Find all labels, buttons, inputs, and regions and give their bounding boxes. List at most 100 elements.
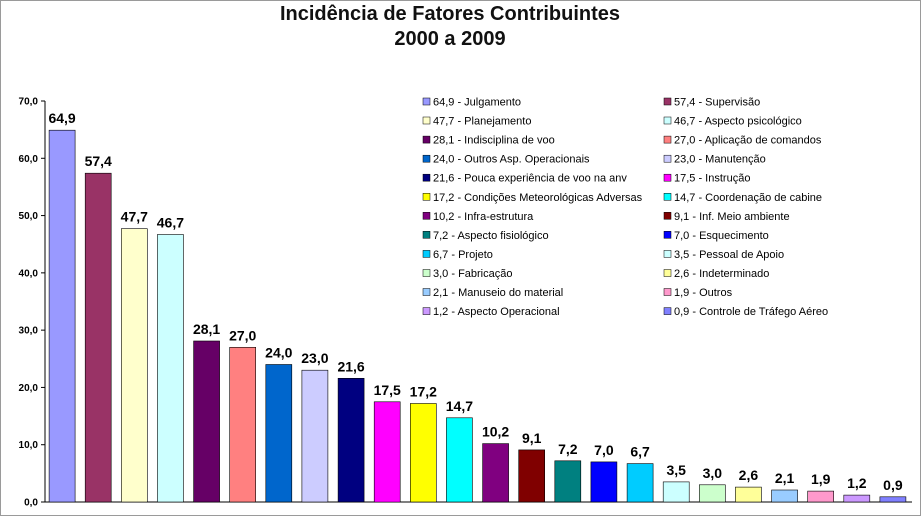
legend-entry: 9,1 - Inf. Meio ambiente [674,211,790,223]
legend-entry: 0,9 - Controle de Tráfego Aéreo [674,306,828,318]
data-label: 3,0 [703,465,723,481]
chart-title-line: Incidência de Fatores Contribuintes [279,3,621,25]
legend-swatch [663,154,672,163]
legend-entry: 28,1 - Indisciplina de voo [433,135,555,147]
data-label: 2,1 [775,470,795,486]
y-tick-label: 0,0 [24,498,38,509]
bar [337,377,365,503]
data-label: 7,2 [558,441,578,457]
legend-swatch [663,97,672,106]
bar [735,486,762,503]
legend-entry: 23,0 - Manutenção [674,154,766,166]
y-tick-label: 60,0 [19,154,39,165]
bar [409,403,437,503]
chart-title: Incidência de Fatores Contribuintes 2000… [0,2,900,52]
legend-swatch [663,135,672,144]
bar [301,369,329,503]
legend-swatch [422,173,431,182]
bar-series: 64,9 57,4 47,7 46,7 28,1 27,0 24,0 23,0 21,6 17,5… [48,110,907,503]
data-label: 1,9 [811,471,831,487]
bar [626,463,654,503]
bar [518,449,546,503]
legend-swatch [663,231,672,239]
legend-swatch [422,269,431,277]
y-tick-label: 70,0 [19,97,39,108]
legend-entry: 21,6 - Pouca experiência de voo na anv [433,173,627,185]
data-label: 10,2 [482,424,509,440]
legend-entry: 17,2 - Condições Meteorológicas Adversas [433,192,643,204]
data-label: 17,5 [374,382,401,398]
legend-swatch [422,97,431,106]
legend-swatch [422,116,431,125]
legend-entry: 14,7 - Coordenação de cabine [674,192,822,204]
bar [590,461,618,503]
data-label: 1,2 [847,475,867,491]
legend-swatch [663,250,672,258]
legend-swatch [663,288,672,296]
data-label: 64,9 [48,110,75,126]
legend-entry: 3,0 - Fabricação [433,268,512,280]
legend-entry: 46,7 - Aspecto psicológico [674,116,802,128]
data-label: 27,0 [229,327,256,343]
legend-entry: 17,5 - Instrução [674,173,750,185]
data-label: 47,7 [121,209,148,225]
legend-swatch [422,193,431,201]
data-label: 7,0 [594,442,614,458]
bar [446,417,473,503]
y-tick-label: 10,0 [19,440,39,451]
data-label: 21,6 [337,358,364,374]
legend-entry: 64,9 - Julgamento [433,97,521,109]
chart-subtitle-line: 2000 a 2009 [394,28,506,50]
legend-entry: 7,0 - Esquecimento [674,230,769,242]
legend: 64,9 - Julgamento 57,4 - Supervisão 47,7 -… [422,97,828,318]
bar [121,228,148,503]
bar [229,346,256,503]
legend-entry: 1,9 - Outros [674,287,733,299]
legend-entry: 47,7 - Planejamento [433,116,531,128]
data-label: 2,6 [739,467,759,483]
legend-swatch [663,212,672,220]
data-label: 0,9 [883,477,903,493]
bar [48,129,76,503]
legend-swatch [422,231,431,239]
y-axis: 0,0 10,0 20,0 30,0 40,0 50,0 60,0 70,0 [19,97,912,509]
bar [843,494,871,503]
bar [662,481,690,503]
y-tick-label: 50,0 [19,211,39,222]
bar [84,172,112,503]
data-label: 46,7 [157,215,184,231]
bar [698,484,726,503]
y-tick-label: 30,0 [19,326,39,337]
data-label: 23,0 [301,350,328,366]
y-tick-label: 40,0 [19,268,39,279]
data-label: 24,0 [265,345,292,361]
data-label: 6,7 [630,444,650,460]
legend-swatch [422,250,431,258]
legend-swatch [663,269,672,277]
legend-entry: 6,7 - Projeto [433,249,493,261]
data-label: 28,1 [193,321,220,337]
legend-swatch [422,135,431,144]
legend-entry: 1,2 - Aspecto Operacional [433,306,560,318]
y-tick-label: 20,0 [19,383,39,394]
data-label: 9,1 [522,430,542,446]
legend-entry: 24,0 - Outros Asp. Operacionais [433,154,590,166]
legend-entry: 2,6 - Indeterminado [674,268,769,280]
bar [157,234,184,503]
bar [879,496,907,503]
legend-entry: 27,0 - Aplicação de comandos [674,135,822,147]
bar [771,489,798,503]
legend-swatch [422,307,431,315]
bar [373,401,401,503]
legend-entry: 10,2 - Infra-estrutura [433,211,534,223]
legend-entry: 57,4 - Supervisão [674,97,760,109]
legend-entry: 2,1 - Manuseio do material [433,287,563,299]
data-label: 57,4 [85,153,112,169]
bar [554,460,582,503]
legend-swatch [663,307,672,315]
legend-swatch [663,116,672,125]
legend-swatch [422,288,431,296]
legend-entry: 7,2 - Aspecto fisiológico [433,230,549,242]
data-label: 17,2 [410,384,437,400]
